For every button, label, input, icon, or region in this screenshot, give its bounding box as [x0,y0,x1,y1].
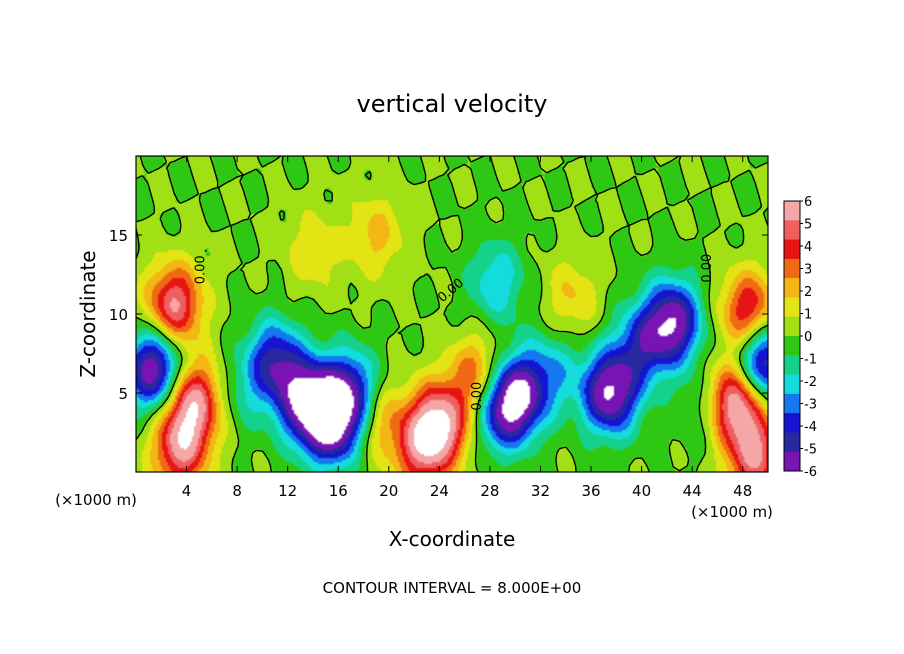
y-axis-label: Z-coordinate [76,250,100,377]
x-tick-label-20: 20 [379,482,398,500]
x-unit-left: (×1000 m) [55,491,137,509]
zero-contour-line [136,156,768,472]
x-tick-label-44: 44 [683,482,702,500]
colorbar-tick-label-3: 3 [804,263,812,278]
x-tick-label-16: 16 [329,482,348,500]
colorbar-swatch-12 [784,413,800,433]
colorbar-swatch-7 [784,316,800,337]
chart-title: vertical velocity [357,90,548,118]
colorbar-tick-label-12: -6 [804,465,817,480]
colorbar-tick-label-0: 6 [804,195,812,210]
x-tick-label-36: 36 [581,482,600,500]
colorbar-swatch-8 [784,336,800,356]
colorbar-swatch-3 [784,239,800,260]
x-tick-label-4: 4 [182,482,192,500]
x-tick-label-40: 40 [632,482,651,500]
colorbar-swatch-5 [784,278,800,298]
heatmap-field [136,156,768,472]
x-tick-label-28: 28 [480,482,499,500]
colorbar-swatch-10 [784,374,800,395]
colorbar-swatch-2 [784,220,800,240]
zero-contour-label-3: 0.00 [470,382,485,411]
y-tick-label-15: 15 [109,227,128,245]
x-tick-label-12: 12 [278,482,297,500]
colorbar-swatch-6 [784,297,800,318]
x-tick-label-32: 32 [531,482,550,500]
contour-interval-note: CONTOUR INTERVAL = 8.000E+00 [323,579,582,597]
zero-contour-label-4: 0.00 [700,254,715,283]
colorbar-swatch-14 [784,451,800,472]
y-tick-label-10: 10 [109,306,128,324]
colorbar-tick-label-2: 4 [804,240,812,255]
colorbar-tick-label-8: -2 [804,375,817,390]
x-unit-right: (×1000 m) [691,503,773,521]
colorbar-tick-label-1: 5 [804,218,812,233]
colorbar-tick-label-4: 2 [804,285,812,300]
colorbar-swatch-9 [784,355,800,375]
heatmap-raster [136,156,768,472]
colorbar-swatch-1 [784,201,800,221]
x-axis-ticks: 4 8 12 16 20 24 28 32 36 40 44 48 [182,156,752,500]
colorbar-tick-label-5: 1 [804,308,812,323]
zero-contour [136,156,768,472]
x-tick-label-8: 8 [232,482,242,500]
colorbar-tick-label-6: 0 [804,330,812,345]
colorbar-tick-label-11: -5 [804,443,817,458]
y-axis-ticks: 5 10 15 [109,227,768,403]
colorbar-tick-label-9: -3 [804,398,817,413]
x-tick-label-24: 24 [430,482,449,500]
colorbar: 6 5 4 3 2 1 0 -1 -2 -3 -4 -5 -6 [783,195,817,480]
y-tick-label-5: 5 [118,385,128,403]
colorbar-swatch-13 [784,432,800,453]
colorbar-tick-label-7: -1 [804,353,817,368]
x-axis-label: X-coordinate [389,527,516,551]
colorbar-swatch-4 [784,258,800,279]
colorbar-swatch-11 [784,393,800,414]
x-tick-label-48: 48 [733,482,752,500]
colorbar-tick-label-10: -4 [804,420,817,435]
zero-contour-label-1: 0.00 [193,255,208,284]
